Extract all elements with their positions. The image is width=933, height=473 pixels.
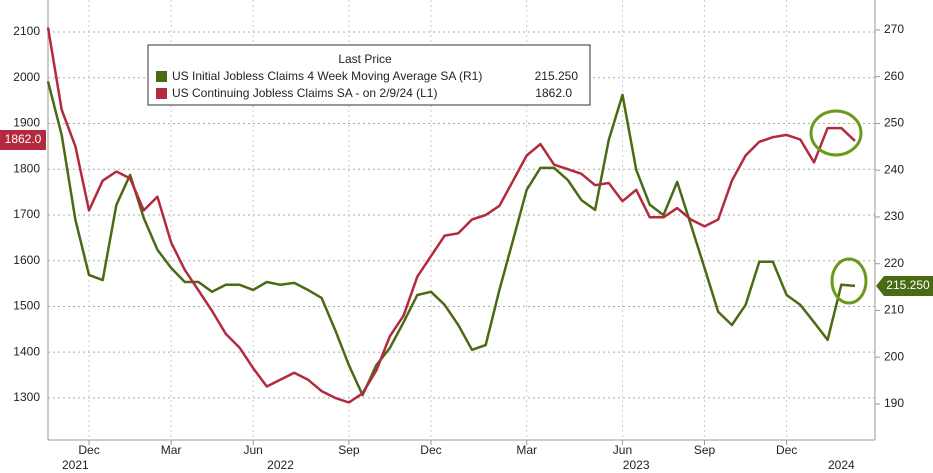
y2-tick-label: 240 [884,162,904,176]
y-tick-label: 1600 [13,253,40,267]
x-tick-label: Jun [613,443,632,457]
y2-tick-label: 200 [884,349,904,363]
highlight-circle [809,109,863,157]
y-tick-label: 1900 [13,116,40,130]
legend-value: 1862.0 [535,86,572,100]
x-tick-label: Sep [338,443,360,457]
y2-tick-label: 220 [884,256,904,270]
y-tick-label: 1300 [13,390,40,404]
y2-tick-label: 190 [884,396,904,410]
highlight-circle [830,257,868,305]
y2-tick-label: 260 [884,69,904,83]
y-tick-label: 1700 [13,207,40,221]
year-label: 2023 [623,458,650,472]
legend: Last Price US Initial Jobless Claims 4 W… [147,44,591,106]
legend-value: 215.250 [535,69,579,83]
legend-label: US Continuing Jobless Claims SA - on 2/9… [172,86,437,100]
year-label: 2024 [828,458,855,472]
x-tick-label: Mar [161,443,182,457]
y2-tick-label: 250 [884,116,904,130]
legend-box [147,44,591,106]
legend-swatch [156,88,167,99]
year-label: 2021 [62,458,89,472]
y-tick-label: 1500 [13,299,40,313]
year-label: 2022 [267,458,294,472]
legend-title: Last Price [338,52,392,66]
y-tick-label: 2000 [13,70,40,84]
x-tick-label: Mar [516,443,537,457]
x-tick-label: Sep [694,443,716,457]
x-tick-label: Dec [776,443,797,457]
legend-swatch [156,71,167,82]
last-value-label: 215.250 [886,278,930,292]
y-tick-label: 1400 [13,344,40,358]
y-tick-label: 1800 [13,161,40,175]
last-value-box [876,276,933,296]
x-tick-label: Dec [420,443,441,457]
legend-label: US Initial Jobless Claims 4 Week Moving … [172,69,482,83]
y2-tick-label: 230 [884,209,904,223]
last-value-label: 1862.0 [5,132,42,146]
y-tick-label: 2100 [13,24,40,38]
series-line [46,27,856,404]
y2-tick-label: 270 [884,22,904,36]
x-tick-label: Jun [243,443,262,457]
series-line [46,81,856,397]
y2-tick-label: 210 [884,303,904,317]
last-value-box [0,130,46,150]
x-tick-label: Dec [78,443,99,457]
